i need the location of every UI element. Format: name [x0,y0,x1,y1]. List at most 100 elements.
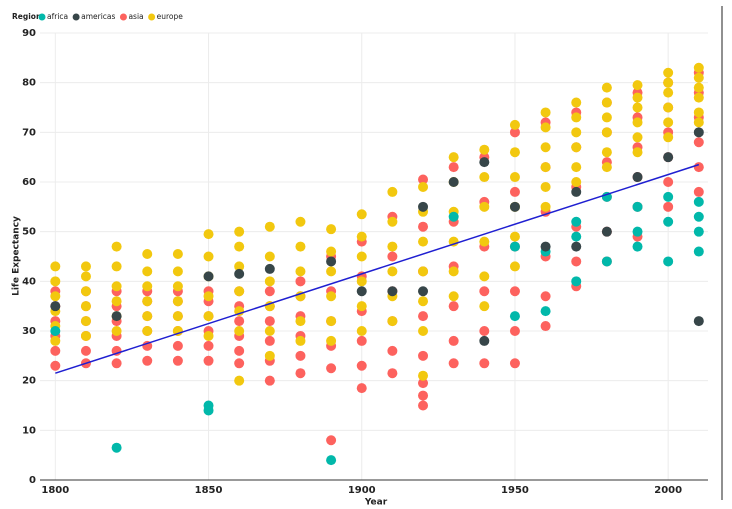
x-axis-label: Year [364,498,388,508]
data-point [326,455,337,466]
x-tick-label: 1900 [348,485,376,496]
data-point [571,256,582,267]
data-point [418,296,429,307]
data-point [663,152,674,163]
data-point [80,316,91,327]
data-point [172,355,183,366]
data-point [326,316,337,327]
data-point [50,345,61,356]
data-point [663,117,674,128]
data-point [142,249,153,260]
legend-label: americas [81,12,115,21]
data-point [295,276,306,287]
data-point [663,191,674,202]
data-point [172,326,183,336]
x-tick-label: 1800 [41,485,69,496]
data-point [387,186,398,197]
data-point [418,378,429,389]
data-point [295,368,306,379]
legend-marker [119,13,127,21]
data-point [448,236,459,247]
y-tick-label: 40 [22,276,36,287]
data-point [326,363,337,374]
data-point [663,177,674,187]
data-point [448,358,459,369]
data-point [693,196,704,207]
data-point [356,301,367,312]
data-point [601,226,612,237]
data-point [448,152,459,163]
data-point [509,147,520,158]
data-point [571,231,582,242]
data-point [387,241,398,252]
data-point [111,358,122,369]
data-point [571,177,582,187]
data-point [142,266,153,277]
data-point [632,117,643,128]
y-tick-label: 10 [22,425,36,436]
data-point [632,226,643,237]
y-tick-label: 70 [22,127,36,138]
data-point [479,358,490,369]
data-point [540,181,551,192]
data-point [142,355,153,366]
x-tick-label: 1950 [501,485,529,496]
data-point [509,326,520,336]
data-point [111,345,122,356]
data-point [203,340,214,351]
data-point [295,266,306,277]
data-point [264,251,275,262]
data-point [234,326,245,336]
data-point [663,67,674,78]
data-point [571,186,582,197]
data-point [203,291,214,302]
data-point [356,276,367,287]
data-point [80,345,91,356]
data-point [448,177,459,187]
data-point [448,162,459,173]
data-point [693,211,704,222]
data-point [479,301,490,312]
data-point [632,172,643,183]
data-point [693,72,704,83]
legend-marker [148,13,156,21]
data-point [479,144,490,155]
data-point [50,335,61,346]
data-point [264,263,275,274]
data-point [387,286,398,297]
data-point [387,216,398,227]
data-point [693,127,704,138]
data-point [80,286,91,297]
data-point [356,231,367,242]
data-point [479,326,490,336]
data-point [111,442,122,453]
data-point [234,241,245,252]
data-point [50,276,61,287]
data-point [571,142,582,153]
data-point [356,209,367,220]
data-point [693,186,704,197]
data-point [264,335,275,346]
data-point [142,296,153,307]
data-point [509,127,520,138]
data-point [418,266,429,277]
data-point [540,107,551,118]
data-point [111,261,122,272]
data-point [601,256,612,267]
data-point [326,246,337,257]
data-point [571,112,582,123]
data-point [632,80,643,91]
data-point [509,186,520,197]
data-point [540,241,551,252]
data-point [509,201,520,212]
data-point [142,281,153,292]
legend-title: Region [12,12,41,21]
data-point [264,375,275,386]
data-point [509,172,520,183]
data-point [540,201,551,212]
data-point [540,306,551,317]
data-point [111,296,122,307]
data-point [203,311,214,322]
data-point [172,281,183,292]
data-point [693,92,704,103]
